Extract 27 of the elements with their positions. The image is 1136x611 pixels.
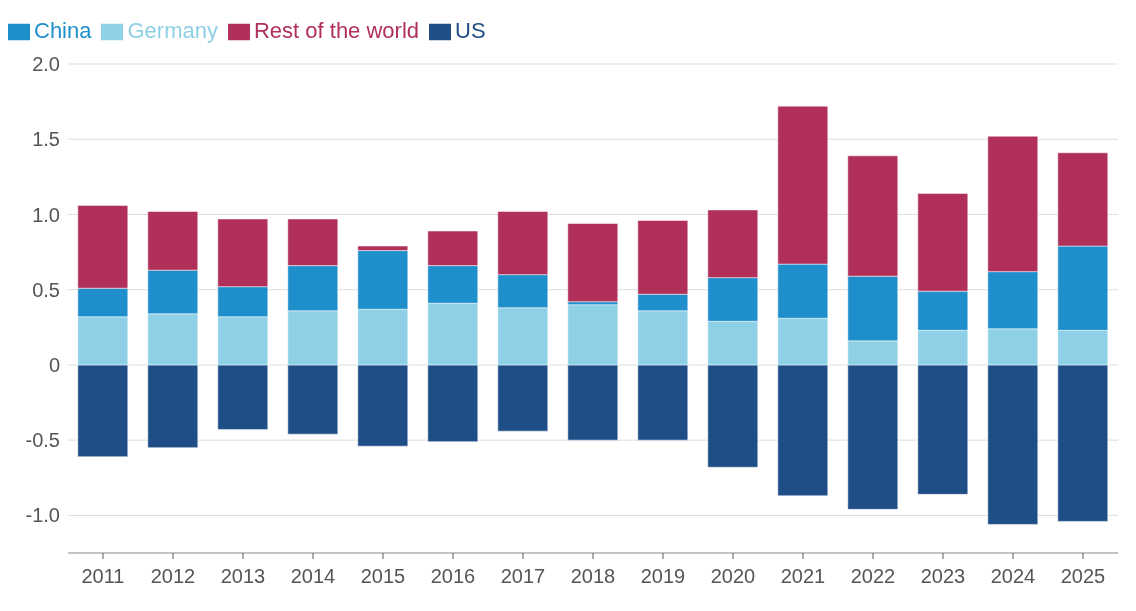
legend-label: US	[455, 18, 486, 43]
x-tick-label: 2011	[81, 565, 125, 588]
x-tick-label: 2012	[150, 565, 196, 588]
x-tick-label: 2020	[710, 565, 756, 588]
x-tick-label: 2017	[500, 565, 546, 588]
y-tick-label: 0	[48, 354, 60, 377]
legend-label: China	[34, 18, 92, 43]
bar	[567, 223, 619, 302]
x-tick-label: 2019	[640, 565, 686, 588]
legend-label: Germany	[127, 18, 218, 43]
x-tick-label: 2023	[920, 565, 966, 588]
x-tick-label: 2016	[430, 565, 476, 588]
x-tick-label: 2018	[570, 565, 616, 588]
y-tick-label: 2.0	[32, 53, 60, 76]
x-tick-label: 2021	[780, 565, 826, 588]
x-tick-label: 2015	[360, 565, 406, 588]
x-tick-label: 2024	[990, 565, 1036, 588]
legend-label: Rest of the world	[253, 18, 420, 43]
y-tick-label: 0.5	[32, 278, 60, 301]
x-tick-label: 2022	[850, 565, 896, 588]
y-tick-label: -0.5	[25, 429, 60, 452]
y-tick-label: -1.0	[25, 504, 60, 527]
y-tick-label: 1.0	[32, 203, 60, 226]
x-tick-label: 2025	[1060, 565, 1106, 588]
y-tick-label: 1.5	[32, 128, 60, 151]
x-tick-label: 2013	[220, 565, 266, 588]
x-tick-label: 2014	[290, 565, 336, 588]
